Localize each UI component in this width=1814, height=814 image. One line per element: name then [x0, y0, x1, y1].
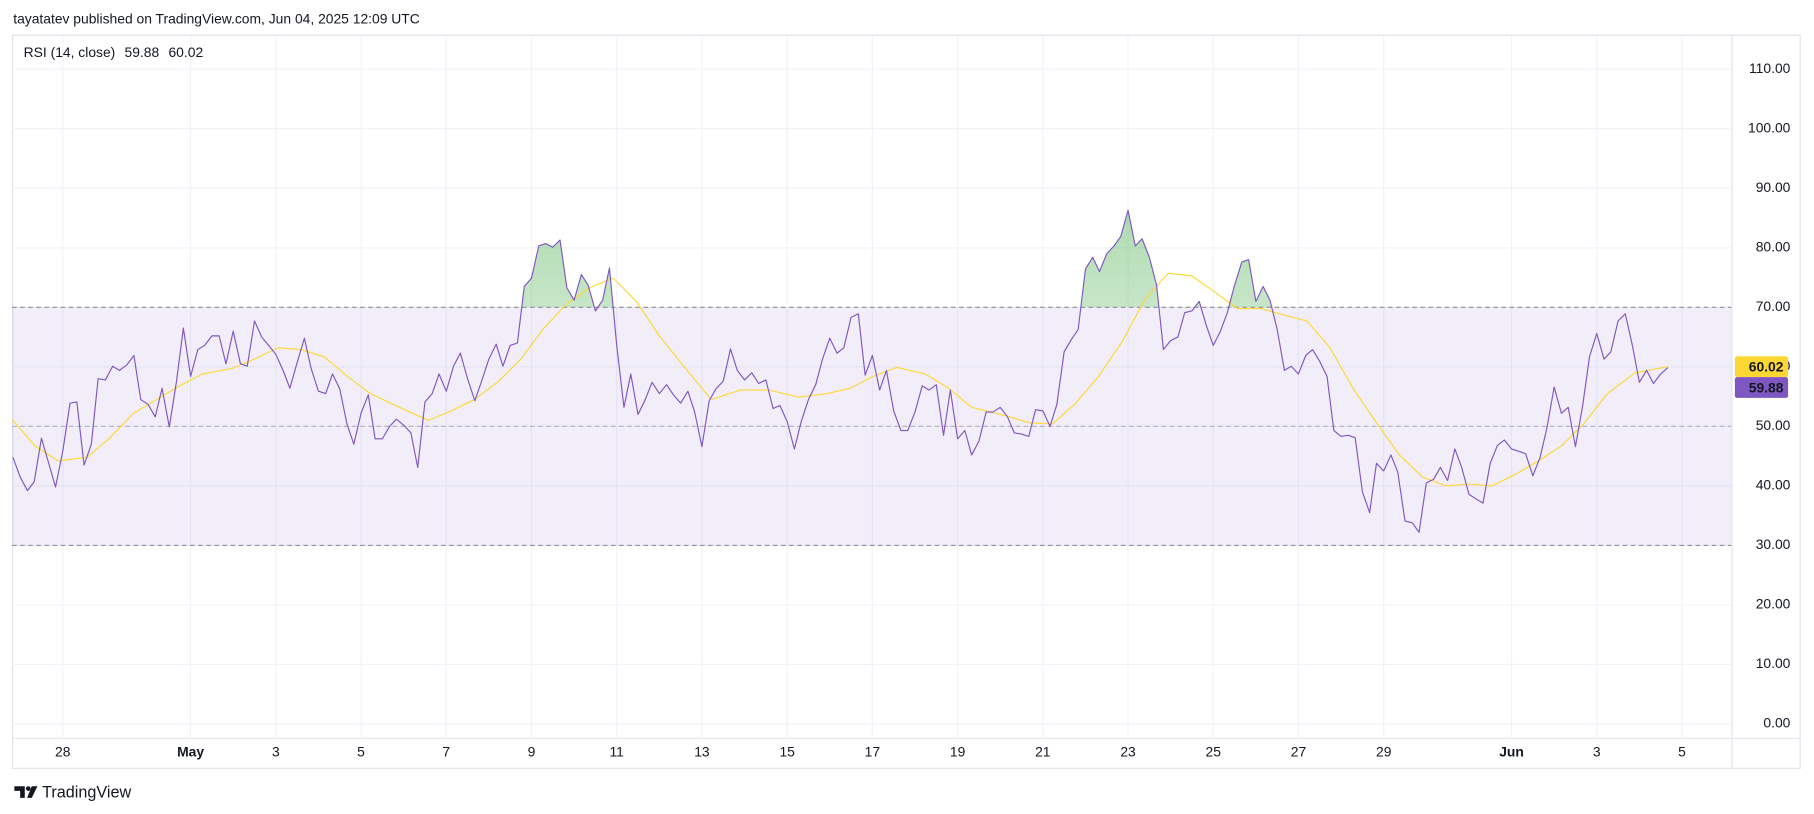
x-tick-label: 5 [357, 743, 365, 759]
x-tick-label: 23 [1120, 743, 1136, 759]
series-line [11, 272, 1669, 487]
y-tick-label: 0.00 [1763, 715, 1790, 731]
price-tag-label: 59.88 [1749, 379, 1784, 395]
header-text: tayatatev published on TradingView.com, … [13, 10, 420, 26]
y-tick-label: 80.00 [1756, 238, 1791, 254]
y-tick-label: 20.00 [1756, 596, 1791, 612]
x-tick-label: Jun [1499, 743, 1524, 759]
x-tick-label: 25 [1206, 743, 1222, 759]
price-tag [1734, 356, 1789, 378]
x-tick-label: 7 [442, 743, 450, 759]
footer-brand: TradingView [42, 783, 131, 801]
x-tick-label: 17 [865, 743, 881, 759]
y-tick-label: 10.00 [1756, 655, 1791, 671]
legend-value: 60.02 [168, 44, 203, 60]
y-tick-label: 70.00 [1756, 298, 1791, 314]
y-tick-label: 110.00 [1749, 60, 1791, 76]
series-line [12, 209, 1669, 533]
price-tag-label: 60.02 [1749, 359, 1784, 375]
x-tick-label: 5 [1678, 743, 1686, 759]
x-tick-label: 13 [694, 743, 710, 759]
y-tick-label: 90.00 [1756, 179, 1791, 195]
x-tick-label: 21 [1035, 743, 1051, 759]
x-tick-label: 28 [55, 743, 71, 759]
y-tick-label: 100.00 [1748, 119, 1791, 135]
legend-value: 59.88 [125, 44, 160, 60]
x-tick-label: 11 [610, 743, 625, 759]
x-tick-label: 15 [779, 743, 795, 759]
y-tick-label: 50.00 [1756, 417, 1791, 433]
tradingview-logo [14, 786, 38, 798]
y-tick-label: 40.00 [1756, 477, 1791, 493]
x-tick-label: May [177, 743, 204, 759]
x-tick-label: 3 [1593, 743, 1601, 759]
x-tick-label: 3 [272, 743, 280, 759]
x-tick-label: 29 [1376, 743, 1392, 759]
x-tick-label: 9 [528, 743, 536, 759]
x-tick-label: 27 [1291, 743, 1307, 759]
price-tag [1734, 377, 1789, 398]
legend-name: RSI (14, close) [24, 44, 116, 60]
y-tick-label: 30.00 [1756, 536, 1791, 552]
x-tick-label: 19 [950, 743, 966, 759]
pane-border [12, 34, 1801, 769]
